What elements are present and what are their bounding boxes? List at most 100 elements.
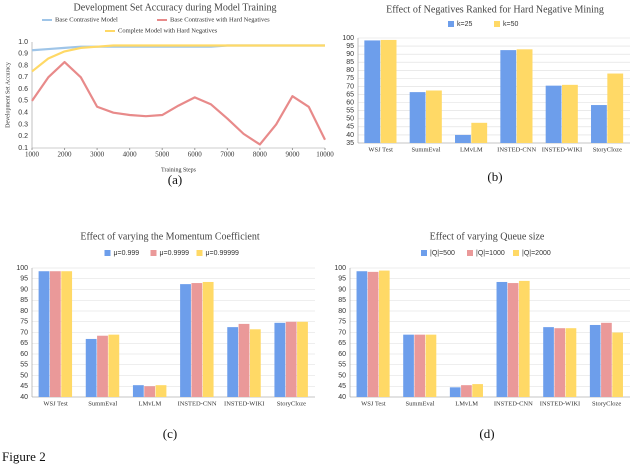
y-tick-label: 65 [20,340,28,347]
legend-label: k=25 [457,21,472,28]
bar [38,271,50,397]
bar [132,385,144,397]
panel-caption: (b) [487,169,502,184]
x-tick-label: 9000 [285,151,300,159]
y-tick-label: 55 [346,108,354,115]
legend-label: |Q|=1000 [476,250,505,257]
legend-swatch [421,250,427,256]
bar [518,280,530,397]
legend-label: Base Contrastive Model [55,16,118,23]
bar [144,386,156,397]
x-tick-label: 5000 [155,151,170,159]
bar [202,281,214,397]
y-tick-label: 50 [346,116,354,123]
y-tick-label: 90 [20,286,28,293]
x-axis-label: Training Steps [161,167,197,173]
y-tick-label: 40 [338,394,346,401]
x-tick-label: INSTED-WIKI [540,400,580,407]
legend-swatch [513,250,519,256]
x-tick-label: 2000 [58,151,73,159]
bar [455,134,471,143]
y-tick-label: 85 [20,297,28,304]
y-tick-label: 100 [16,265,28,272]
bar [49,271,61,397]
y-tick-label: 0.2 [18,133,28,140]
legend-label: Complete Model with Hard Negatives [118,27,218,34]
y-tick-label: 40 [346,132,354,139]
legend-swatch [196,250,203,256]
x-tick-label: INSTED-CNN [494,400,533,407]
x-tick-label: INSTED-WIKI [224,400,264,407]
x-tick-label: WSJ Test [43,400,68,407]
legend-swatch [104,250,111,256]
y-tick-label: 95 [346,43,354,50]
y-tick-label: 65 [346,91,354,98]
bar [500,50,517,143]
figure-label: Figure 2 [2,449,46,464]
y-tick-label: 80 [20,308,28,315]
legend-label: |Q|=2000 [522,250,551,257]
bar [591,105,607,143]
bar [496,281,508,397]
x-tick-label: 8000 [253,151,268,159]
bar [364,40,381,143]
bar [589,324,601,397]
bar [238,323,250,397]
y-tick-label: 80 [346,67,354,74]
y-tick-label: 95 [20,276,28,283]
bar [425,334,437,397]
y-tick-label: 70 [20,329,28,336]
bar [507,283,519,397]
legend-swatch [448,21,454,27]
y-tick-label: 70 [346,83,354,90]
bar [543,327,554,397]
x-tick-label: SummEval [412,146,441,153]
legend-swatch [494,21,500,27]
bar [356,271,368,397]
legend-label: Base Contrastive with Hard Negatives [170,16,270,23]
bar [378,270,390,397]
legend-swatch [467,250,473,256]
y-tick-label: 80 [338,308,346,315]
y-tick-label: 0.8 [18,62,28,69]
x-tick-label: StoryCloze [277,400,306,407]
y-tick-label: 0.5 [18,98,28,105]
bar [562,84,578,143]
panel-caption: (c) [163,426,177,441]
panel-caption: (d) [479,426,494,441]
bar [601,322,612,397]
x-tick-label: StoryCloze [593,146,622,153]
bar [472,384,483,397]
bar [108,334,120,397]
bar [367,271,379,397]
legend-label: |Q|=500 [430,250,455,257]
legend-label: μ=0.999 [114,250,140,257]
bar [565,328,577,397]
y-tick-label: 75 [338,319,346,326]
bar [180,284,191,397]
chart-title: Development Set Accuracy during Model Tr… [73,2,276,13]
bar [612,332,623,397]
bar [191,283,203,397]
x-tick-label: 1000 [25,151,40,159]
x-tick-label: 3000 [90,151,105,159]
x-tick-label: 7000 [220,151,235,159]
legend-swatch [150,250,157,256]
bar [380,39,397,143]
x-tick-label: WSJ Test [368,146,393,153]
bar [155,385,167,397]
y-tick-label: 90 [338,286,346,293]
y-tick-label: 45 [20,383,28,390]
y-tick-label: 85 [338,297,346,304]
bar [461,385,472,397]
line [31,60,326,146]
bar [426,90,442,143]
bar [97,335,108,397]
y-tick-label: 1.0 [18,39,28,46]
line [31,44,325,73]
y-tick-label: 100 [342,35,354,42]
panel-caption: (a) [168,172,182,187]
bar [85,338,97,397]
bar [554,328,566,397]
